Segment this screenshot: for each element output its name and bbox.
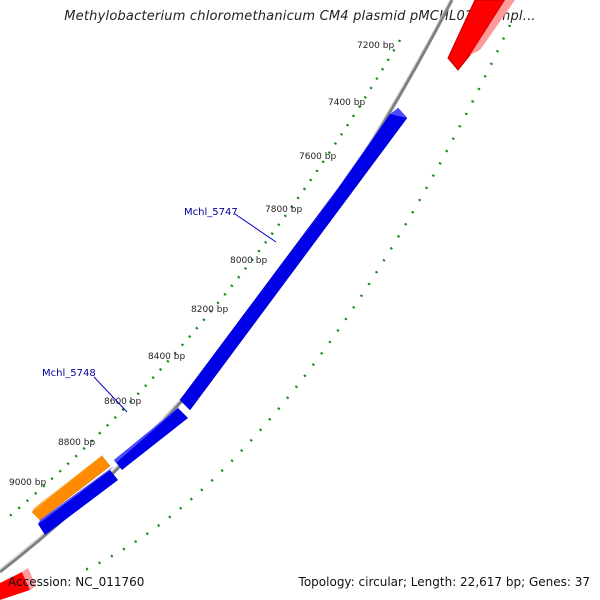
gene-orange[interactable] — [31, 453, 111, 521]
accession-label: Accession: NC_011760 — [8, 575, 145, 589]
tick-label-group: 7200 bp 7400 bp 7600 bp 7800 bp 8000 bp … — [9, 41, 394, 488]
gene-label-mchl-5748[interactable]: Mchl_5748 — [42, 368, 96, 379]
gene-label-mchl-5747-group[interactable]: Mchl_5747 — [184, 207, 277, 243]
outer-ruler-ring — [4, 39, 402, 521]
gene-label-mchl-5748-group[interactable]: Mchl_5748 — [42, 368, 128, 413]
map-title: Methylobacterium chloromethanicum CM4 pl… — [64, 9, 536, 24]
tick-label-9000: 9000 bp — [9, 478, 46, 488]
tick-label-7200: 7200 bp — [357, 41, 394, 51]
tick-label-8000: 8000 bp — [230, 256, 267, 266]
tick-label-8600: 8600 bp — [104, 397, 141, 407]
tick-label-7600: 7600 bp — [299, 152, 336, 162]
inner-tick-ring — [84, 24, 512, 572]
tick-label-8200: 8200 bp — [191, 305, 228, 315]
tick-label-8800: 8800 bp — [58, 438, 95, 448]
topology-summary: Topology: circular; Length: 22,617 bp; G… — [298, 575, 590, 589]
gene-mchl-5748[interactable] — [114, 406, 188, 470]
tick-label-8400: 8400 bp — [148, 352, 185, 362]
gene-forward-3[interactable] — [38, 466, 118, 535]
tick-label-7800: 7800 bp — [265, 205, 302, 215]
gene-label-mchl-5747[interactable]: Mchl_5747 — [184, 207, 238, 218]
gene-reverse-bottom[interactable] — [0, 568, 36, 600]
gene-mchl-5747[interactable] — [179, 107, 408, 411]
tick-label-7400: 7400 bp — [328, 98, 365, 108]
gene-reverse-top[interactable] — [447, 0, 515, 71]
